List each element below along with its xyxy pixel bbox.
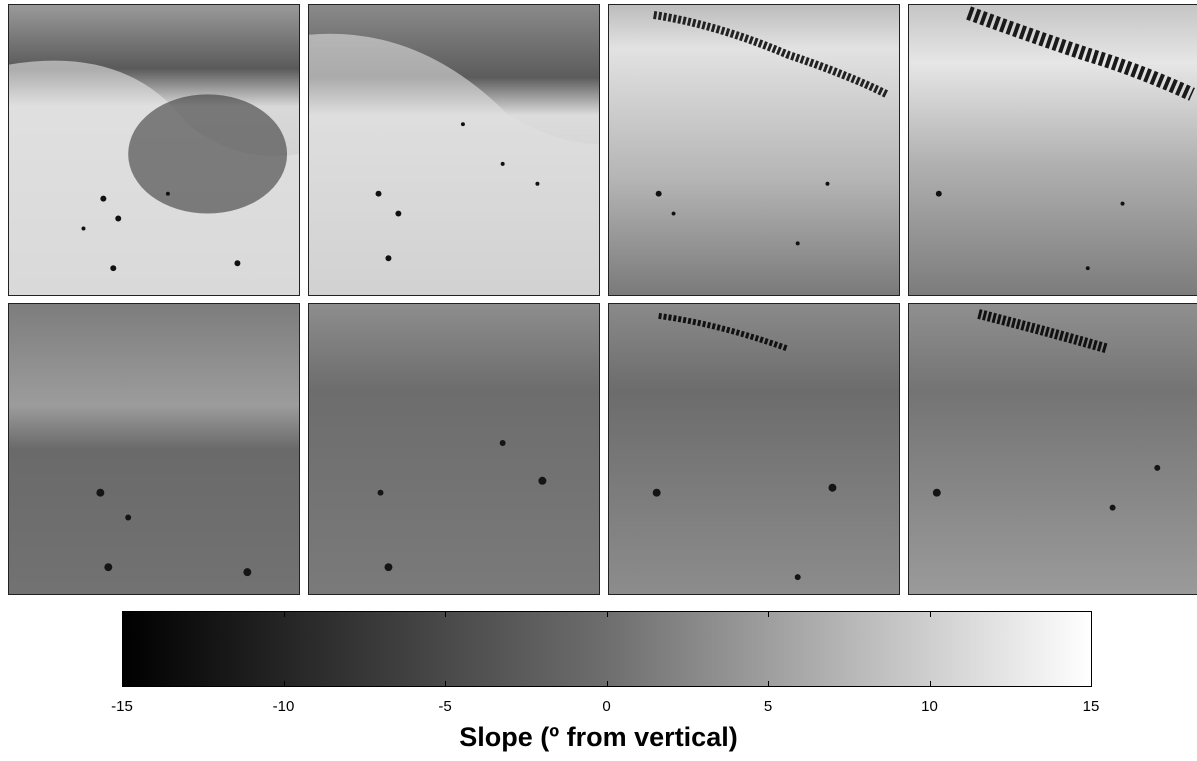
colorbar-label: Slope (º from vertical) xyxy=(459,722,738,752)
colorbar-tick xyxy=(122,611,123,617)
colorbar-tick xyxy=(122,681,123,687)
slope-panel-1 xyxy=(8,303,300,595)
relief-panel-1 xyxy=(8,4,300,296)
slope-panel-4 xyxy=(908,303,1197,595)
colorbar-tick xyxy=(768,611,769,617)
colorbar-tick xyxy=(606,611,608,617)
colorbar-tick-label: 15 xyxy=(1082,698,1100,715)
colorbar-tick xyxy=(445,681,446,687)
colorbar-tick xyxy=(1091,611,1092,617)
colorbar-tick xyxy=(445,611,446,617)
colorbar-tick-label: 10 xyxy=(921,698,938,715)
colorbar-tick xyxy=(768,681,769,687)
colorbar-tick-label: -10 xyxy=(272,698,295,715)
relief-panel-3 xyxy=(608,4,900,296)
colorbar-tick xyxy=(929,611,931,617)
colorbar-tick-label: 0 xyxy=(602,698,611,715)
colorbar-tick xyxy=(283,611,285,617)
colorbar-tick-label: -5 xyxy=(438,698,452,715)
relief-panel-4 xyxy=(908,4,1197,296)
relief-panel-2 xyxy=(308,4,600,296)
colorbar-tick xyxy=(1091,681,1092,687)
slope-panel-2 xyxy=(308,303,600,595)
slope-colorbar xyxy=(122,611,1092,687)
colorbar-tick xyxy=(283,681,285,687)
colorbar-tick xyxy=(929,681,931,687)
colorbar-tick-label: 5 xyxy=(763,698,773,715)
colorbar-tick xyxy=(606,681,608,687)
colorbar-tick-label: -15 xyxy=(111,698,133,715)
slope-panel-3 xyxy=(608,303,900,595)
